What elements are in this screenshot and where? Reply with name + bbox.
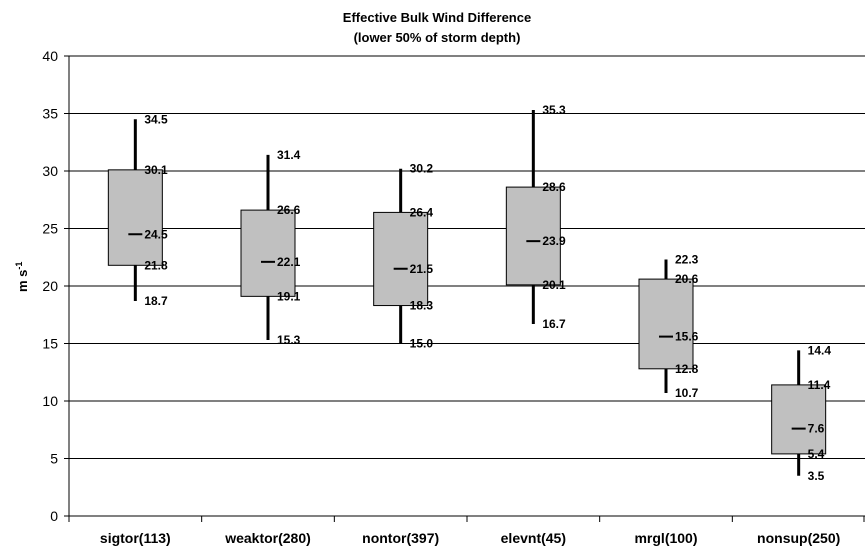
- value-label-max: 34.5: [144, 112, 168, 126]
- labels: 34.5 30.1 24.5 21.8 18.7 31.4 26.6 22.1 19.1 15.3…: [144, 103, 831, 483]
- value-label-q3: 26.6: [277, 203, 301, 217]
- value-label-max: 14.4: [808, 343, 832, 357]
- value-label-q1: 18.3: [410, 299, 434, 313]
- box-2: [373, 168, 429, 344]
- value-label-median: 24.5: [144, 227, 168, 241]
- y-tick-label: 35: [42, 106, 58, 122]
- iqr-box: [505, 186, 561, 286]
- category-label: mrgl(100): [634, 530, 697, 546]
- chart-title: Effective Bulk Wind Difference: [343, 10, 531, 25]
- chart-subtitle: (lower 50% of storm depth): [354, 30, 521, 45]
- value-label-median: 7.6: [808, 422, 825, 436]
- y-axis-label-main: m s: [15, 270, 30, 292]
- value-label-q3: 11.4: [808, 378, 831, 392]
- category-label: elevnt(45): [501, 530, 566, 546]
- value-label-q1: 21.8: [144, 258, 168, 272]
- iqr-box: [107, 169, 163, 266]
- y-tick-label: 10: [42, 393, 58, 409]
- category-label: sigtor(113): [100, 530, 171, 546]
- value-label-median: 21.5: [410, 262, 434, 276]
- y-tick-label: 5: [50, 451, 58, 467]
- value-label-min: 16.7: [542, 317, 566, 331]
- value-label-max: 22.3: [675, 253, 699, 267]
- y-tick-label: 20: [42, 278, 58, 294]
- value-label-q3: 30.1: [144, 163, 168, 177]
- y-tick-label: 30: [42, 163, 58, 179]
- box-1: [240, 154, 296, 341]
- value-label-median: 23.9: [542, 234, 566, 248]
- value-label-median: 15.6: [675, 330, 699, 344]
- category-label: nonsup(250): [757, 530, 840, 546]
- box-3: [505, 110, 561, 324]
- value-label-q3: 28.6: [542, 180, 566, 194]
- value-label-min: 10.7: [675, 386, 699, 400]
- value-label-median: 22.1: [277, 255, 301, 269]
- y-tick-label: 0: [50, 508, 58, 524]
- gridlines: [69, 55, 865, 459]
- value-label-max: 31.4: [277, 148, 301, 162]
- value-label-max: 35.3: [542, 103, 566, 117]
- value-label-q1: 20.1: [542, 278, 566, 292]
- iqr-box: [373, 211, 429, 307]
- y-tick-label: 25: [42, 221, 58, 237]
- box-0: [107, 119, 163, 301]
- value-label-q1: 5.4: [808, 447, 825, 461]
- box-5: [771, 350, 827, 476]
- value-label-max: 30.2: [410, 162, 434, 176]
- value-label-q3: 20.6: [675, 272, 699, 286]
- value-label-q1: 12.8: [675, 362, 699, 376]
- value-label-min: 3.5: [808, 469, 825, 483]
- y-axis-label-superscript: -1: [14, 262, 24, 270]
- box-4: [638, 259, 694, 393]
- category-label: nontor(397): [362, 530, 439, 546]
- category-label: weaktor(280): [224, 530, 311, 546]
- value-label-q3: 26.4: [410, 205, 434, 219]
- value-label-min: 18.7: [144, 294, 168, 308]
- iqr-box: [638, 278, 694, 370]
- axes: 0 5 10 15 20 25 30 35 40 sigtor(113) weaktor(280) n…: [42, 48, 865, 546]
- iqr-box: [240, 209, 296, 297]
- value-label-min: 15.0: [410, 337, 434, 351]
- iqr-box: [771, 384, 827, 455]
- value-label-min: 15.3: [277, 333, 301, 347]
- y-tick-label: 40: [42, 48, 58, 64]
- y-axis-label: m s-1: [14, 262, 30, 292]
- y-tick-label: 15: [42, 336, 58, 352]
- boxes: [107, 110, 827, 476]
- value-label-q1: 19.1: [277, 289, 301, 303]
